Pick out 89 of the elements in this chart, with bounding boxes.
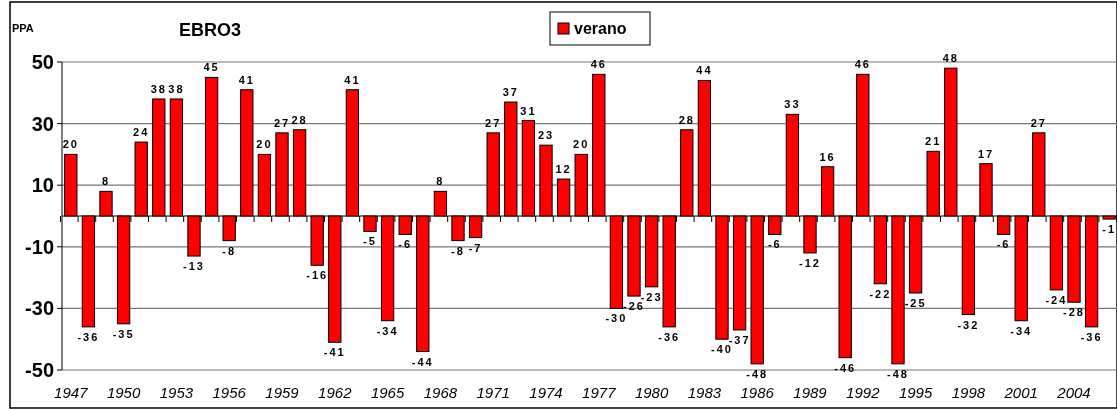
legend-label: verano xyxy=(574,20,627,37)
data-label: -22 xyxy=(869,287,892,300)
data-label: -36 xyxy=(1080,330,1103,343)
data-label: -6 xyxy=(398,238,413,251)
data-label: -28 xyxy=(1063,306,1085,319)
data-label: 48 xyxy=(942,52,959,65)
data-label: 46 xyxy=(590,58,607,71)
data-label: 45 xyxy=(203,61,220,74)
data-label: 41 xyxy=(344,73,361,86)
x-tick-label: 1968 xyxy=(423,384,458,401)
x-tick-label: 2004 xyxy=(1056,384,1091,401)
data-label: 21 xyxy=(925,135,942,148)
y-tick-label: -10 xyxy=(25,235,54,258)
x-tick-label: 1953 xyxy=(159,384,194,401)
x-tick-label: 1986 xyxy=(740,384,775,401)
x-tick-label: 1995 xyxy=(898,384,933,401)
data-label: -35 xyxy=(112,327,135,340)
x-tick-label: 1956 xyxy=(212,384,247,401)
data-label: -8 xyxy=(451,244,465,257)
data-label: -13 xyxy=(183,260,205,273)
x-tick-label: 1947 xyxy=(54,384,89,401)
data-label: 16 xyxy=(819,150,836,163)
data-label: 24 xyxy=(133,126,150,139)
data-label: 28 xyxy=(678,113,695,126)
x-tick-label: 1965 xyxy=(370,384,405,401)
data-label: -48 xyxy=(746,367,769,380)
data-label: 33 xyxy=(784,98,801,111)
data-label: 46 xyxy=(854,58,871,71)
data-label: -48 xyxy=(887,367,909,380)
data-label: 41 xyxy=(238,73,255,86)
x-tick-label: 1983 xyxy=(687,384,722,401)
data-label: -5 xyxy=(363,235,377,248)
data-label: 31 xyxy=(520,104,537,117)
x-tick-label: 1974 xyxy=(529,384,563,401)
x-tick-label: 1959 xyxy=(265,384,300,401)
data-label: -36 xyxy=(77,330,100,343)
x-tick-label: 1998 xyxy=(951,384,986,401)
x-tick-label: 1992 xyxy=(846,384,881,401)
data-label: -36 xyxy=(658,330,681,343)
data-label: 12 xyxy=(555,163,572,176)
x-tick-label: 1980 xyxy=(634,384,669,401)
data-label: 27 xyxy=(273,116,291,129)
data-label: -6 xyxy=(996,238,1011,251)
data-label: 8 xyxy=(101,175,111,188)
data-label: -41 xyxy=(323,346,346,359)
data-label: 27 xyxy=(485,116,502,129)
y-tick-label: 10 xyxy=(31,174,54,197)
data-label: -34 xyxy=(376,324,399,337)
data-label: 38 xyxy=(168,82,185,95)
data-label: 37 xyxy=(502,86,519,99)
x-tick-label: 1977 xyxy=(582,384,617,401)
data-label: 20 xyxy=(62,138,79,151)
data-label: 17 xyxy=(977,147,995,160)
y-tick-label: 50 xyxy=(31,51,54,73)
data-label: -46 xyxy=(834,361,857,374)
data-label: -34 xyxy=(1010,324,1033,337)
data-label: -32 xyxy=(957,318,980,331)
y-tick-label: -30 xyxy=(25,297,54,320)
data-label: 23 xyxy=(537,129,555,142)
data-label: -8 xyxy=(222,244,237,257)
data-label: -16 xyxy=(306,269,329,282)
data-label: -40 xyxy=(711,343,733,356)
x-tick-label: 1971 xyxy=(476,384,510,401)
data-label: -37 xyxy=(728,333,751,346)
x-tick-label: 1962 xyxy=(318,384,353,401)
data-label: -24 xyxy=(1045,293,1068,306)
data-label: -6 xyxy=(767,238,782,251)
data-label: 44 xyxy=(696,64,713,77)
data-label: -12 xyxy=(799,256,821,269)
data-label: -1 xyxy=(1102,223,1117,236)
data-label: -25 xyxy=(904,297,927,309)
data-label: -30 xyxy=(605,312,628,325)
x-tick-label: 1950 xyxy=(106,384,141,401)
data-label: -23 xyxy=(640,290,663,303)
data-label: -44 xyxy=(411,355,434,368)
data-label: 28 xyxy=(291,113,308,126)
data-label: 27 xyxy=(1030,116,1047,129)
data-label: -7 xyxy=(468,241,483,254)
data-label: 20 xyxy=(573,138,590,151)
y-tick-label: -50 xyxy=(25,359,54,381)
x-tick-label: 1989 xyxy=(793,384,828,401)
data-label: 20 xyxy=(256,138,273,151)
chart-title: EBRO3 xyxy=(178,20,242,40)
y-axis-title: PPA xyxy=(12,22,34,34)
y-tick-label: 30 xyxy=(31,112,54,135)
x-tick-label: 2001 xyxy=(1003,384,1038,401)
data-label: 8 xyxy=(436,175,445,188)
data-label: 38 xyxy=(150,82,167,95)
data-label: -26 xyxy=(623,300,645,313)
